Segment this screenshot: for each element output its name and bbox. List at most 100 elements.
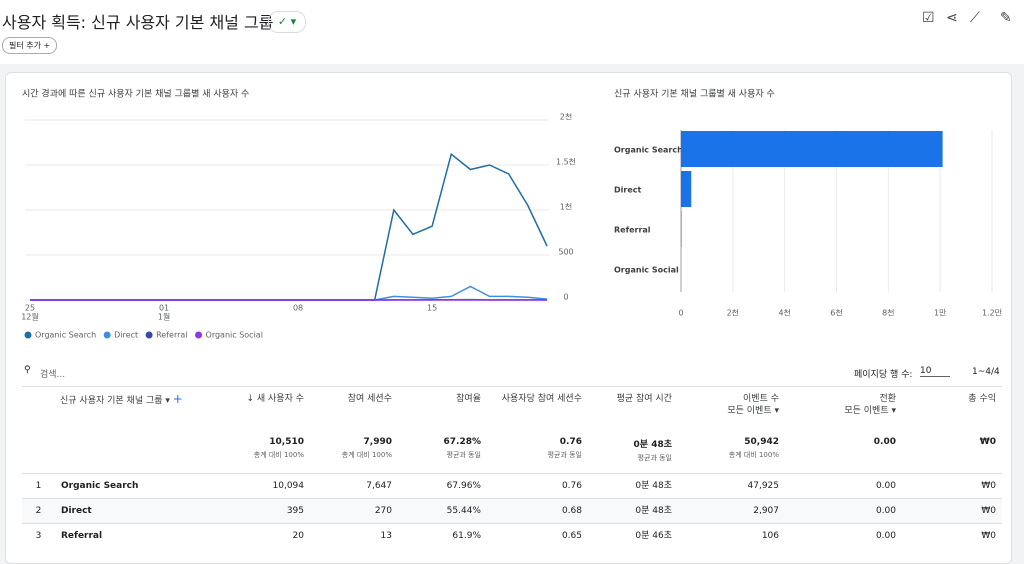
value-cell: 0분 46초 [588,524,678,549]
total-value: 0.76 [560,437,582,447]
value-cell: 0.65 [487,524,588,549]
category-label: Referral [614,226,651,235]
rank-cell: 1 [22,474,55,499]
channel-cell: Direct [55,499,227,524]
header-sub: 모든 이벤트 [844,406,888,416]
rows-select[interactable]: 10 [920,366,950,377]
value-cell: 13 [310,524,398,549]
total-value: ₩0 [980,437,996,447]
x-tick-label: 01 [159,304,169,313]
header-cell[interactable]: 총 수익 [902,387,1002,437]
legend-label: Organic Search [35,331,96,340]
category-label: Organic Search [614,146,683,155]
bar [681,211,682,247]
totals-cell [22,437,55,474]
value-cell: 2,907 [678,499,785,524]
x-tick-label: 1만 [934,309,947,318]
x-tick-label: 1.2만 [982,309,1003,318]
value-cell: 67.96% [398,474,487,499]
value-cell: 0.00 [785,474,902,499]
total-value: 50,942 [744,437,779,447]
header-label: 참여율 [456,394,481,404]
total-value: 7,990 [364,437,392,447]
totals-cell: 0.00 [785,437,902,474]
channel-cell: Referral [55,524,227,549]
x-tick-sublabel: 12월 [21,312,39,322]
series-line [30,287,547,301]
rows-label: 페이지당 행 수: [854,367,912,380]
value-cell: 0분 48초 [588,474,678,499]
value-cell: 395 [227,499,310,524]
total-note: 평균과 동일 [594,453,672,463]
total-note: 총계 대비 100% [233,450,304,460]
header-cell[interactable]: 신규 사용자 기본 채널 그룹 ▾ + [55,387,227,437]
channel-cell: Organic Search [55,474,227,499]
add-icon[interactable]: + [173,392,183,406]
legend-label: Direct [114,331,138,340]
sort-icon: ↓ [246,394,256,404]
total-note: 평균과 동일 [493,450,582,460]
value-cell: 106 [678,524,785,549]
header-cell[interactable]: 참여율 [398,387,487,437]
header-label: 새 사용자 수 [257,394,304,404]
value-cell: 0.00 [785,499,902,524]
header-label: 신규 사용자 기본 채널 그룹 [60,396,163,406]
x-tick-label: 08 [293,304,303,313]
value-cell: 61.9% [398,524,487,549]
y-tick-label: 1천 [560,202,572,212]
dropdown-icon: ▾ [889,406,896,416]
value-cell: ₩0 [902,499,1002,524]
legend-swatch [195,332,202,339]
rank-cell: 3 [22,524,55,549]
header-cell[interactable]: 참여 세션수 [310,387,398,437]
totals-cell [55,437,227,474]
totals-cell: 67.28% 평균과 동일 [398,437,487,474]
charts: 시간 경과에 따른 신규 사용자 기본 채널 그룹별 새 사용자 수05001천… [0,0,1024,352]
series-line [30,154,547,300]
totals-cell: 0.76 평균과 동일 [487,437,588,474]
chart-title: 신규 사용자 기본 채널 그룹별 새 사용자 수 [614,89,775,100]
header-cell[interactable]: ↓ 새 사용자 수 [227,387,310,437]
x-tick-label: 2천 [727,308,739,318]
value-cell: 7,647 [310,474,398,499]
pagination: 1~4/4 [972,367,1000,377]
header-label: 총 수익 [968,394,996,404]
header-label: 이벤트 수 [743,394,779,404]
x-tick-label: 6천 [830,308,842,318]
search-input[interactable]: 검색... [40,367,65,380]
value-cell: 55.44% [398,499,487,524]
header-label: 참여 세션수 [348,394,392,404]
total-note: 평균과 동일 [404,450,481,460]
value-cell: 10,094 [227,474,310,499]
value-cell: 20 [227,524,310,549]
page: 사용자 획득: 신규 사용자 기본 채널 그룹 ✓ ▾ 필터 추가 + ☑ ⋖ … [0,0,1024,546]
legend-swatch [104,332,111,339]
y-tick-label: 0 [563,293,568,302]
value-cell: 270 [310,499,398,524]
x-tick-sublabel: 1월 [158,312,170,322]
value-cell: 0.68 [487,499,588,524]
category-label: Direct [614,186,641,195]
header-cell[interactable]: 사용자당 참여 세션수 [487,387,588,437]
x-tick-label: 0 [678,309,683,318]
value-cell: ₩0 [902,524,1002,549]
header-cell[interactable]: 평균 참여 시간 [588,387,678,437]
value-cell: 0분 48초 [588,499,678,524]
total-value: 67.28% [444,437,482,447]
x-tick-label: 25 [25,304,35,313]
x-tick-label: 4천 [778,308,790,318]
y-tick-label: 2천 [560,112,572,122]
